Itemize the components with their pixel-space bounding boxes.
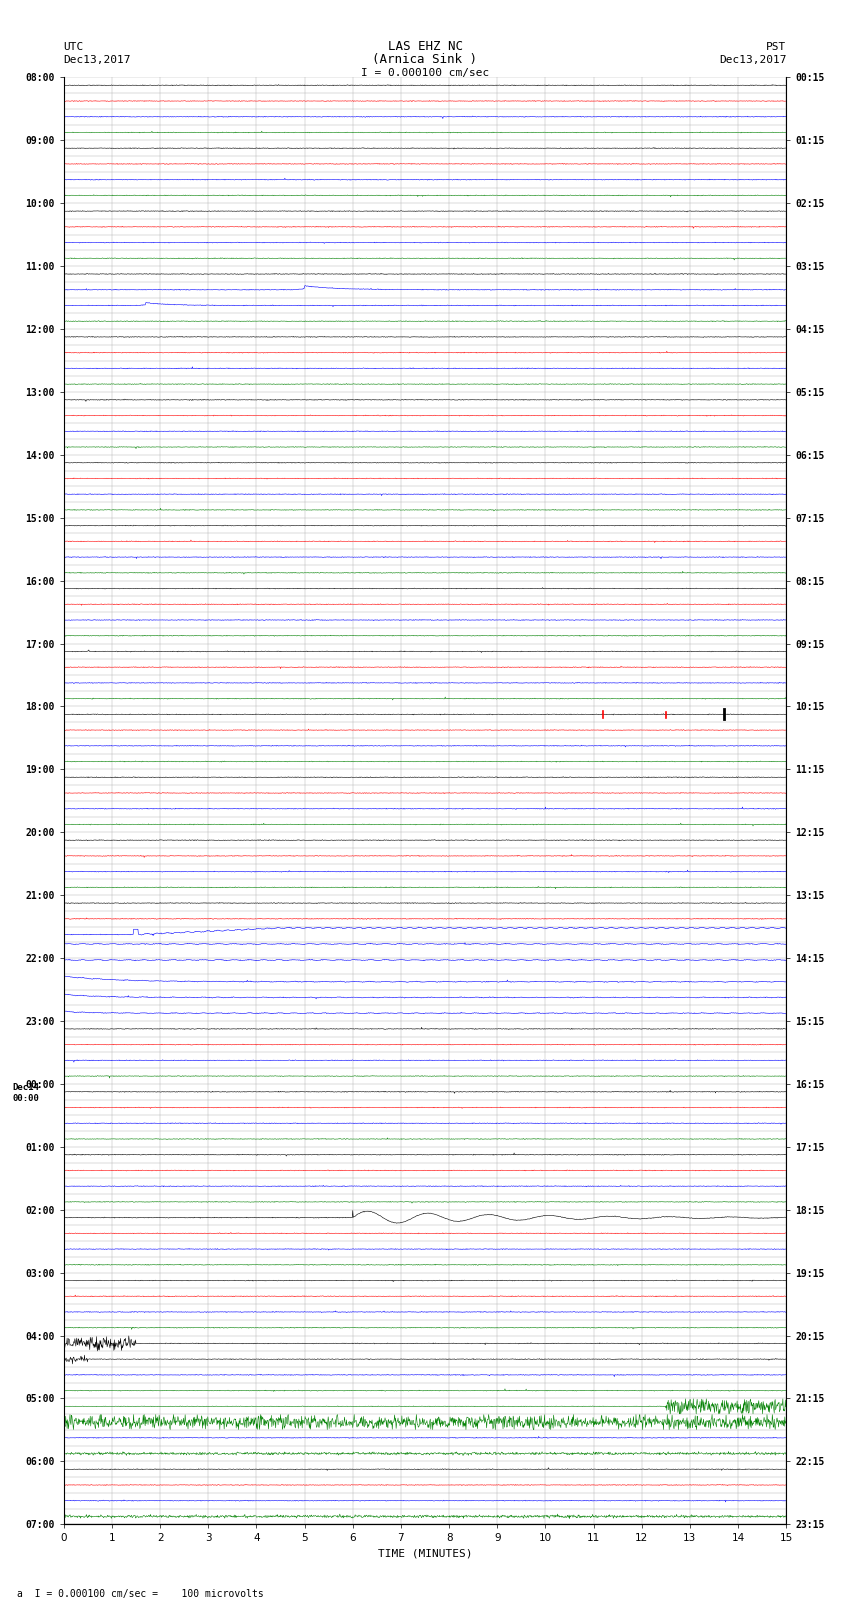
- Text: PST: PST: [766, 42, 786, 52]
- Text: Dec13,2017: Dec13,2017: [64, 55, 131, 65]
- Text: a  I = 0.000100 cm/sec =    100 microvolts: a I = 0.000100 cm/sec = 100 microvolts: [17, 1589, 264, 1598]
- Text: LAS EHZ NC: LAS EHZ NC: [388, 40, 462, 53]
- Text: UTC: UTC: [64, 42, 84, 52]
- Text: Dec14
00:00: Dec14 00:00: [13, 1084, 40, 1103]
- X-axis label: TIME (MINUTES): TIME (MINUTES): [377, 1548, 473, 1558]
- Text: (Arnica Sink ): (Arnica Sink ): [372, 53, 478, 66]
- Text: Dec13,2017: Dec13,2017: [719, 55, 786, 65]
- Text: I = 0.000100 cm/sec: I = 0.000100 cm/sec: [361, 68, 489, 77]
